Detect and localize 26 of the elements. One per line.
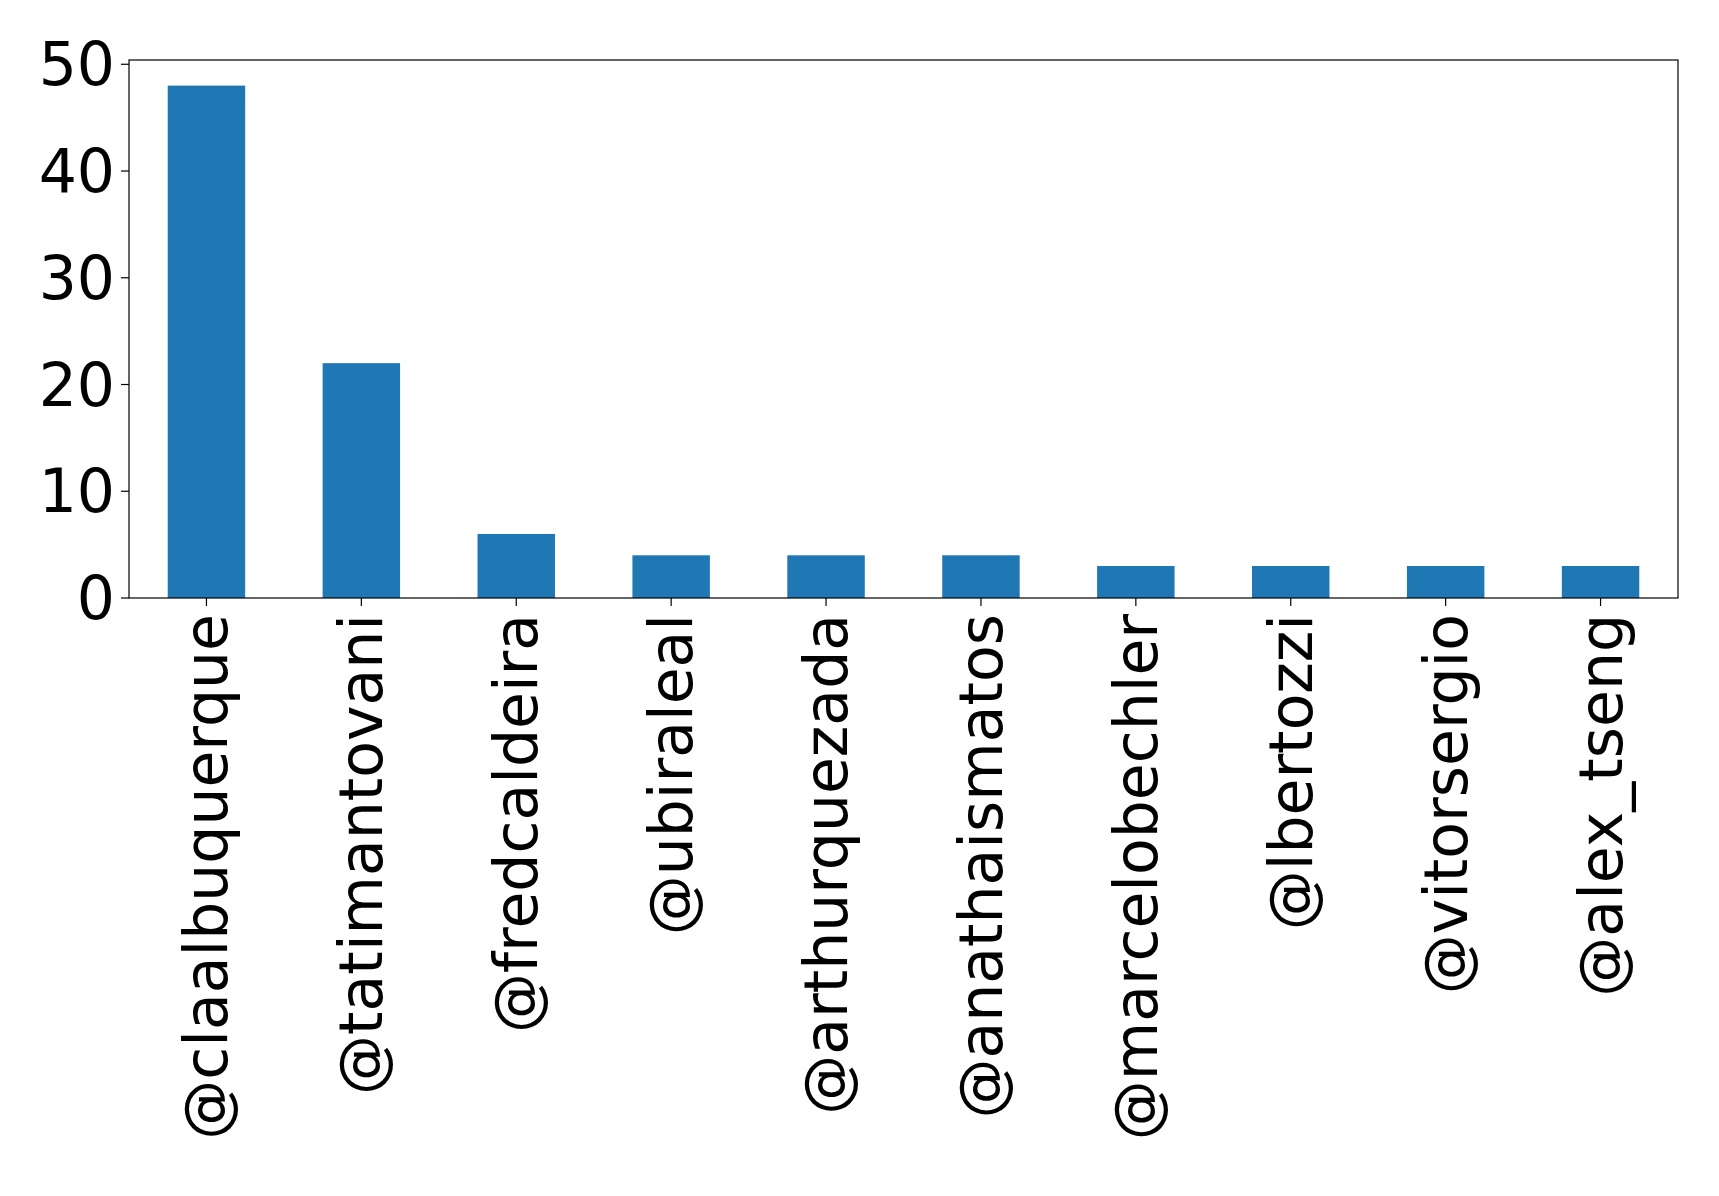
bar [787, 555, 865, 598]
bar [632, 555, 710, 598]
x-tick-label: @marcelobechler [1100, 613, 1171, 1141]
y-tick-label: 40 [38, 136, 115, 207]
bar [1252, 565, 1330, 598]
bar [167, 85, 246, 598]
y-tick-label: 30 [38, 242, 115, 313]
bar [942, 555, 1020, 598]
x-tick-label: @lbertozzi [1255, 614, 1326, 931]
x-tick-label: @claalbuquerque [171, 614, 242, 1140]
bar [1406, 565, 1485, 598]
x-tick-label: @fredcaldeira [481, 614, 552, 1034]
y-tick-label: 20 [38, 349, 115, 420]
x-tick-label: @alex_tseng [1565, 614, 1636, 997]
x-tick-label: @tatimantovani [326, 614, 397, 1095]
x-tick-label: @ubiraleal [636, 614, 707, 936]
x-tick-label: @arthurquezada [791, 614, 862, 1115]
bar [477, 533, 555, 598]
y-tick-label: 0 [76, 563, 115, 633]
bar [322, 363, 401, 598]
x-tick-label: @vitorsergio [1410, 614, 1481, 995]
y-tick-label: 50 [38, 29, 115, 100]
x-tick-label: @anathaismatos [945, 614, 1016, 1119]
bar [1561, 565, 1640, 598]
bar [1097, 565, 1175, 598]
y-tick-label: 10 [38, 456, 115, 527]
